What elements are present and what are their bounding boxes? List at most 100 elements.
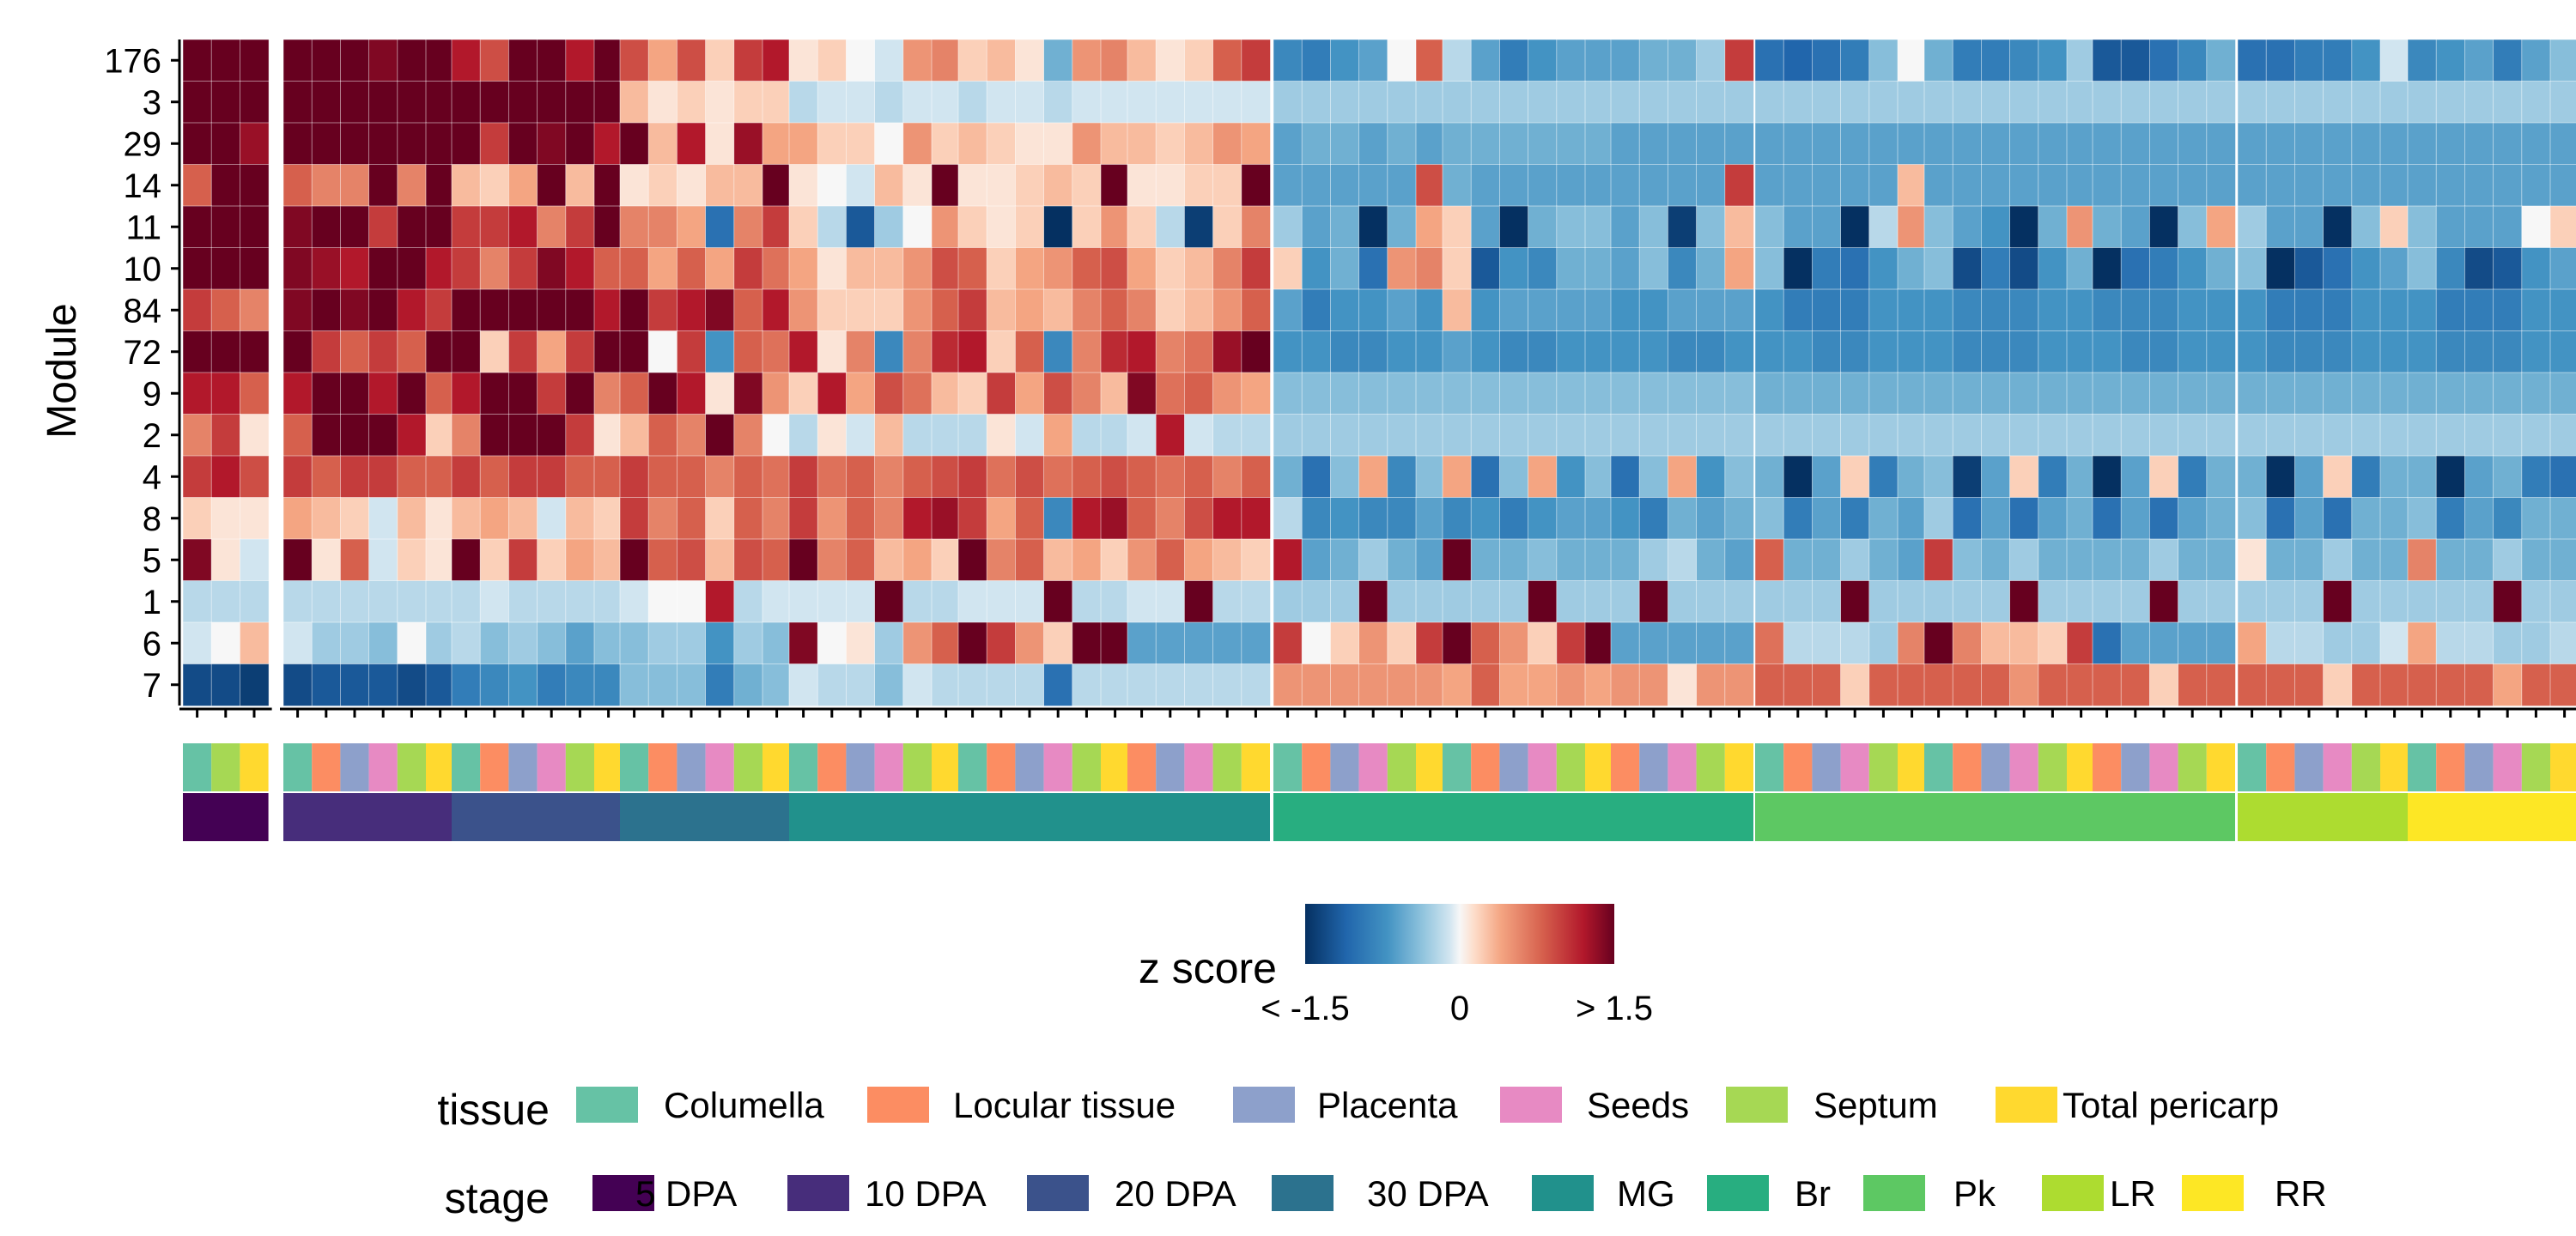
heatmap-cell: [2521, 372, 2551, 415]
module-label: 176: [104, 42, 161, 80]
heatmap-cell: [1212, 663, 1242, 706]
heatmap-cell: [210, 372, 241, 415]
heatmap-cell: [1696, 538, 1726, 582]
heatmap-cell: [733, 372, 763, 415]
heatmap-cell: [1155, 288, 1186, 332]
stage-annotation-cell: [2238, 793, 2409, 841]
heatmap-cell: [2293, 81, 2324, 124]
heatmap-panel: [1270, 39, 1449, 841]
heatmap-cell: [508, 497, 538, 540]
tissue-annotation-cell: [480, 743, 509, 791]
heatmap-cell: [1043, 122, 1073, 166]
stage-annotation-cell: [2093, 793, 2235, 841]
heatmap-cell: [283, 663, 313, 706]
heatmap-cell: [2549, 205, 2576, 249]
heatmap-cell: [1100, 205, 1131, 249]
heatmap-cell: [283, 330, 313, 373]
heatmap-cell: [1072, 81, 1102, 124]
heatmap-cell: [1127, 247, 1157, 290]
heatmap-cell: [1470, 414, 1501, 457]
heatmap-cell: [1952, 414, 1983, 457]
heatmap-cell: [788, 81, 819, 124]
heatmap-cell: [874, 663, 904, 706]
heatmap-cell: [2120, 372, 2151, 415]
heatmap-cell: [2549, 455, 2576, 499]
heatmap-cell: [1155, 247, 1186, 290]
legends: tissue Columella Locular tissue Placenta See…: [437, 1085, 2326, 1222]
colorbar-gradient: [1305, 904, 1614, 964]
heatmap-cell: [2435, 455, 2466, 499]
heatmap-cell: [1783, 663, 1814, 706]
heatmap-cell: [957, 122, 988, 166]
heatmap-cell: [283, 538, 313, 582]
heatmap-cell: [1273, 205, 1303, 249]
heatmap-cell: [2407, 414, 2438, 457]
heatmap-cell: [1754, 288, 1785, 332]
heatmap-cell: [1072, 205, 1102, 249]
heatmap-cell: [2351, 164, 2381, 207]
heatmap-cell: [2009, 621, 2039, 665]
heatmap-cell: [2435, 414, 2466, 457]
heatmap-cell: [2435, 288, 2466, 332]
heatmap-cell: [2493, 497, 2523, 540]
heatmap-cell: [368, 538, 398, 582]
colorbar: z score< -1.5 0 > 1.5: [1139, 904, 1653, 1027]
heatmap-cell: [1923, 580, 1954, 623]
heatmap-cell: [537, 497, 567, 540]
heatmap-cell: [2120, 580, 2151, 623]
module-label: 5: [143, 542, 161, 579]
heatmap-cell: [2178, 663, 2208, 706]
heatmap-cell: [2549, 538, 2576, 582]
heatmap-cell: [1301, 497, 1332, 540]
heatmap-cell: [677, 330, 707, 373]
heatmap-cell: [425, 663, 456, 706]
heatmap-cell: [902, 122, 933, 166]
heatmap-cell: [817, 247, 848, 290]
heatmap-cell: [2435, 663, 2466, 706]
heatmap-cell: [1610, 372, 1641, 415]
heatmap-cell: [2351, 414, 2381, 457]
heatmap-cell: [1923, 621, 1954, 665]
heatmap-cell: [2009, 39, 2039, 82]
heatmap-cell: [508, 81, 538, 124]
tissue-annotation-cell: [1015, 743, 1044, 791]
heatmap-cell: [2038, 663, 2068, 706]
heatmap-cell: [1868, 538, 1899, 582]
tissue-annotation-cell: [1924, 743, 1953, 791]
heatmap-cell: [311, 81, 342, 124]
heatmap-cell: [846, 164, 876, 207]
heatmap-cell: [537, 122, 567, 166]
heatmap-cell: [1610, 288, 1641, 332]
heatmap-cell: [1668, 580, 1698, 623]
heatmap-cell: [1638, 538, 1669, 582]
heatmap-cell: [339, 247, 370, 290]
heatmap-cell: [1358, 580, 1388, 623]
heatmap-cell: [1212, 122, 1242, 166]
module-label: 84: [124, 292, 162, 330]
heatmap-cell: [479, 247, 510, 290]
legend-title: stage: [445, 1174, 550, 1222]
heatmap-cell: [2237, 39, 2268, 82]
heatmap-cell: [1212, 580, 1242, 623]
heatmap-cell: [1241, 580, 1271, 623]
stage-annotation-cell: [958, 793, 1130, 841]
heatmap-cell: [733, 205, 763, 249]
heatmap-cell: [397, 414, 427, 457]
heatmap-cell: [182, 621, 213, 665]
heatmap-cell: [1556, 663, 1586, 706]
heatmap-cell: [2293, 497, 2324, 540]
heatmap-cell: [1499, 288, 1529, 332]
heatmap-cell: [1015, 81, 1045, 124]
heatmap-cell: [2120, 164, 2151, 207]
heatmap-cell: [2206, 164, 2236, 207]
heatmap-cell: [957, 288, 988, 332]
heatmap-cell: [1043, 621, 1073, 665]
heatmap-cell: [239, 372, 270, 415]
heatmap-cell: [1840, 414, 1870, 457]
heatmap-cell: [1273, 81, 1303, 124]
heatmap-cell: [239, 81, 270, 124]
heatmap-cell: [1387, 663, 1417, 706]
heatmap-cell: [1868, 205, 1899, 249]
heatmap-cell: [1584, 580, 1615, 623]
heatmap-cell: [339, 330, 370, 373]
